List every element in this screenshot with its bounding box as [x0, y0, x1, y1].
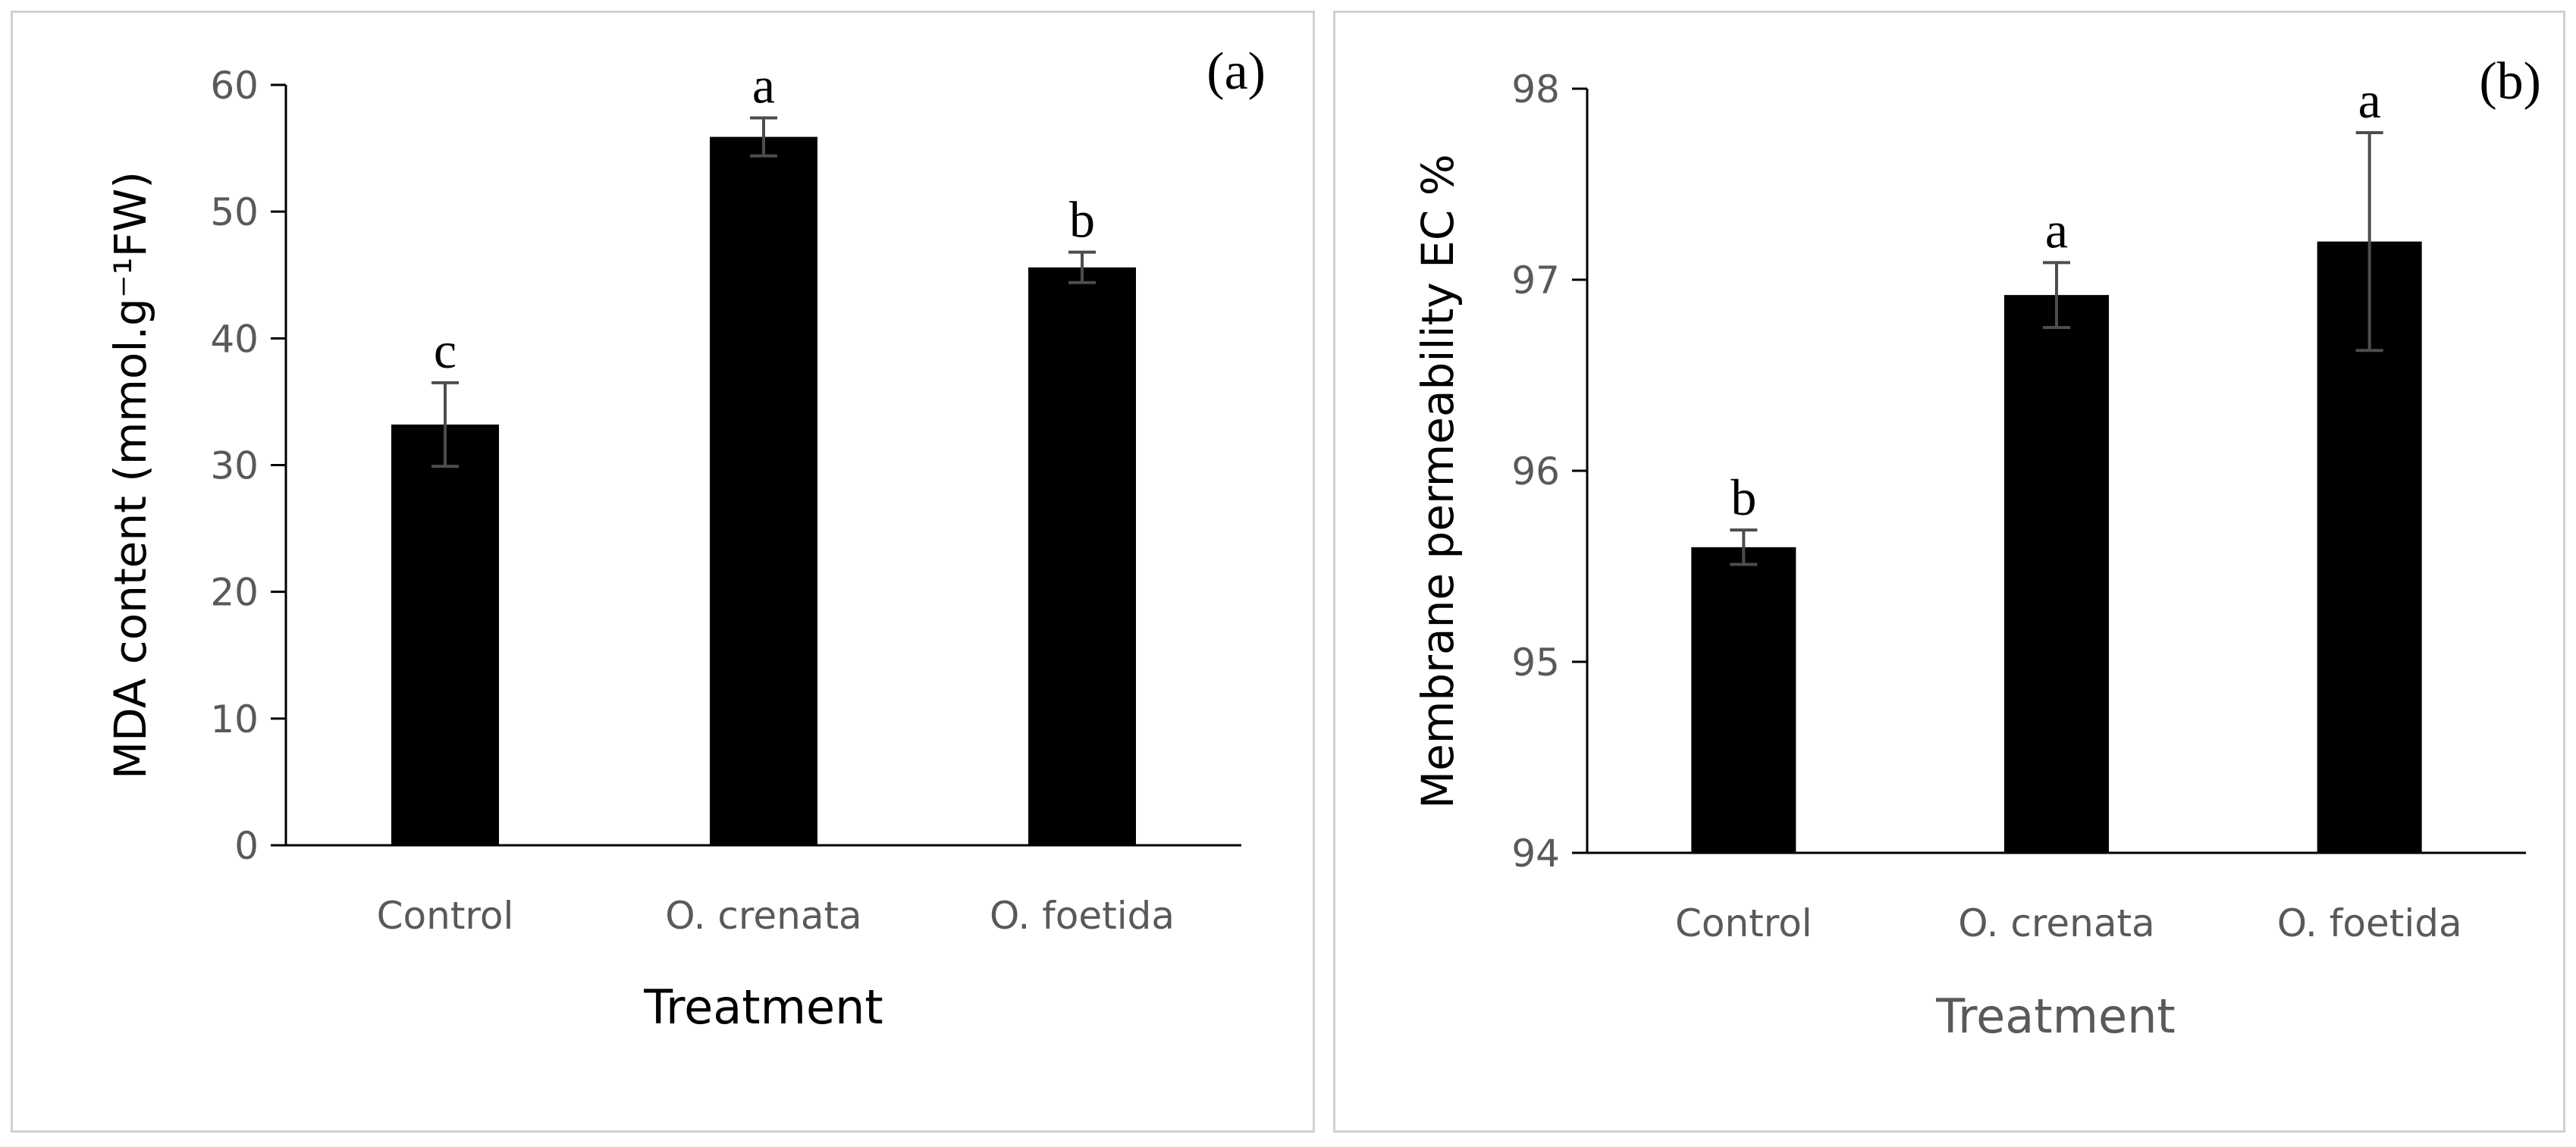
chart-b-svg: (b) Membrane permeability EC % Treatment…: [1412, 52, 2541, 1044]
x-axis-label-a: Treatment: [643, 979, 883, 1035]
chart-panel-b: (b) Membrane permeability EC % Treatment…: [1333, 11, 2565, 1133]
y-axis-label-a: MDA content (mmol.g⁻¹FW): [105, 171, 156, 779]
x-tick-label-b-1: Control: [1675, 901, 1812, 945]
y-tick-label-a: 60: [210, 64, 259, 108]
significance-letter-b-3: a: [2358, 71, 2381, 129]
y-tick-label-b: 96: [1511, 450, 1560, 494]
panel-label-a: (a): [1206, 42, 1266, 101]
y-tick-label-a: 50: [210, 190, 259, 234]
significance-letter-b-1: b: [1730, 469, 1756, 526]
significance-letter-a-1: c: [434, 321, 457, 379]
y-tick-label-b: 97: [1511, 259, 1560, 302]
panel-label-b: (b): [2479, 52, 2541, 111]
y-tick-label-a: 40: [210, 317, 259, 361]
x-tick-label-b-3: O. foetida: [2277, 901, 2462, 945]
significance-letter-b-2: a: [2045, 201, 2068, 259]
significance-letter-a-3: b: [1069, 191, 1095, 249]
x-axis-label-b: Treatment: [1935, 989, 2175, 1044]
x-tick-label-a-2: O. crenata: [665, 894, 861, 938]
bar-b-1: [1691, 547, 1796, 853]
x-tick-label-a-3: O. foetida: [990, 894, 1175, 938]
y-tick-label-a: 0: [234, 824, 259, 868]
chart-panel-a: (a) MDA content (mmol.g⁻¹FW) Treatment 0…: [11, 11, 1315, 1133]
bar-a-2: [710, 136, 817, 845]
y-tick-label-a: 20: [210, 571, 259, 615]
y-tick-label-b: 94: [1511, 832, 1560, 876]
y-tick-label-b: 98: [1511, 67, 1560, 111]
x-tick-label-b-2: O. crenata: [1958, 901, 2154, 945]
y-tick-label-a: 30: [210, 444, 259, 488]
x-tick-label-a-1: Control: [377, 894, 514, 938]
y-axis-label-b: Membrane permeability EC %: [1412, 154, 1464, 809]
bar-a-1: [391, 425, 499, 845]
bar-a-3: [1028, 267, 1136, 846]
y-tick-label-a: 10: [210, 697, 259, 741]
y-tick-label-b: 95: [1511, 641, 1560, 685]
bar-b-2: [2004, 295, 2109, 853]
chart-a-svg: (a) MDA content (mmol.g⁻¹FW) Treatment 0…: [105, 42, 1266, 1035]
significance-letter-a-2: a: [752, 56, 775, 114]
